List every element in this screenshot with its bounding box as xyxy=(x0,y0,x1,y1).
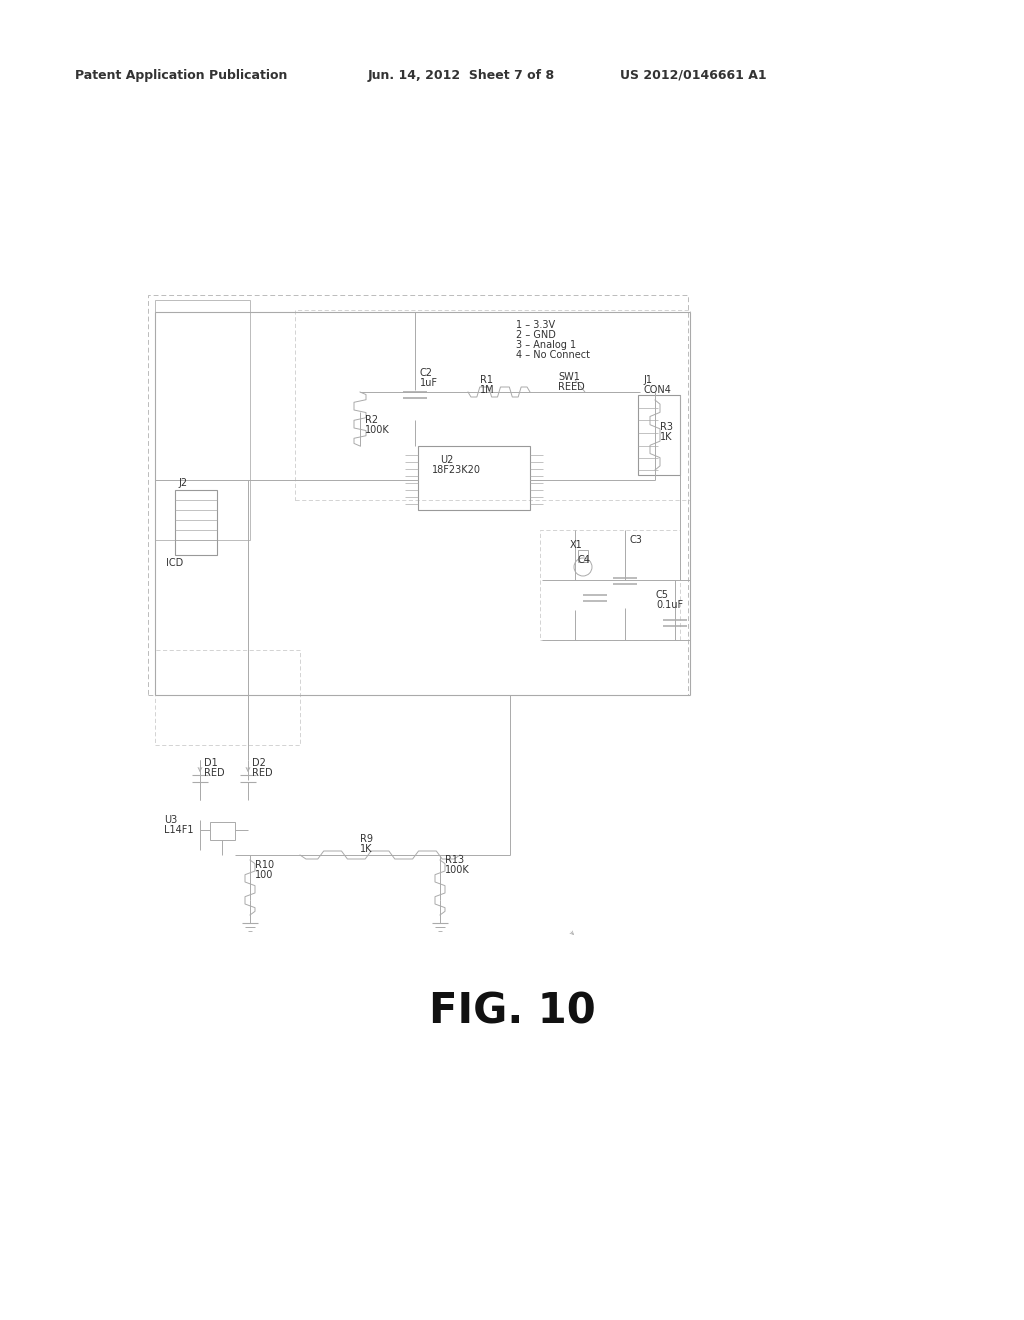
Text: R2: R2 xyxy=(365,414,378,425)
Text: REED: REED xyxy=(558,381,585,392)
Text: C5: C5 xyxy=(656,590,669,601)
Text: 100: 100 xyxy=(255,870,273,880)
Text: J1: J1 xyxy=(643,375,652,385)
Text: 100K: 100K xyxy=(445,865,470,875)
Text: 1K: 1K xyxy=(360,843,373,854)
Text: 1K: 1K xyxy=(660,432,673,442)
Bar xyxy=(540,531,680,640)
Text: R13: R13 xyxy=(445,855,464,865)
Text: RED: RED xyxy=(252,768,272,777)
Text: R1: R1 xyxy=(480,375,493,385)
Text: C4: C4 xyxy=(578,554,591,565)
Text: 1 – 3.3V: 1 – 3.3V xyxy=(516,319,555,330)
Bar xyxy=(418,446,530,510)
Bar xyxy=(155,300,250,540)
Text: 1uF: 1uF xyxy=(420,378,438,388)
Text: 1M: 1M xyxy=(480,385,495,395)
Text: Jun. 14, 2012  Sheet 7 of 8: Jun. 14, 2012 Sheet 7 of 8 xyxy=(368,69,555,82)
Text: 100K: 100K xyxy=(365,425,390,436)
Text: 3 – Analog 1: 3 – Analog 1 xyxy=(516,341,577,350)
Bar xyxy=(210,822,234,840)
Bar xyxy=(148,294,688,696)
Text: C2: C2 xyxy=(420,368,433,378)
Bar xyxy=(155,649,300,744)
Text: 18F23K20: 18F23K20 xyxy=(432,465,481,475)
Text: D2: D2 xyxy=(252,758,266,768)
Text: X1: X1 xyxy=(570,540,583,550)
Text: J2: J2 xyxy=(178,478,187,488)
Text: SW1: SW1 xyxy=(558,372,580,381)
Text: C3: C3 xyxy=(630,535,643,545)
Text: ICD: ICD xyxy=(166,558,183,568)
Text: US 2012/0146661 A1: US 2012/0146661 A1 xyxy=(620,69,767,82)
Text: U2: U2 xyxy=(440,455,454,465)
Bar xyxy=(295,310,690,500)
Text: FIG. 10: FIG. 10 xyxy=(429,990,595,1032)
Bar xyxy=(578,550,588,562)
Text: R9: R9 xyxy=(360,834,373,843)
Text: 4 – No Connect: 4 – No Connect xyxy=(516,350,590,360)
Text: Patent Application Publication: Patent Application Publication xyxy=(75,69,288,82)
Text: R3: R3 xyxy=(660,422,673,432)
Text: 2 – GND: 2 – GND xyxy=(516,330,556,341)
Text: R10: R10 xyxy=(255,861,274,870)
Text: 0.1uF: 0.1uF xyxy=(656,601,683,610)
Text: D1: D1 xyxy=(204,758,218,768)
Text: U3: U3 xyxy=(164,814,177,825)
Bar xyxy=(638,395,680,475)
Text: RED: RED xyxy=(204,768,224,777)
Text: L14F1: L14F1 xyxy=(164,825,194,836)
Bar xyxy=(175,490,217,554)
Text: CON4: CON4 xyxy=(643,385,671,395)
